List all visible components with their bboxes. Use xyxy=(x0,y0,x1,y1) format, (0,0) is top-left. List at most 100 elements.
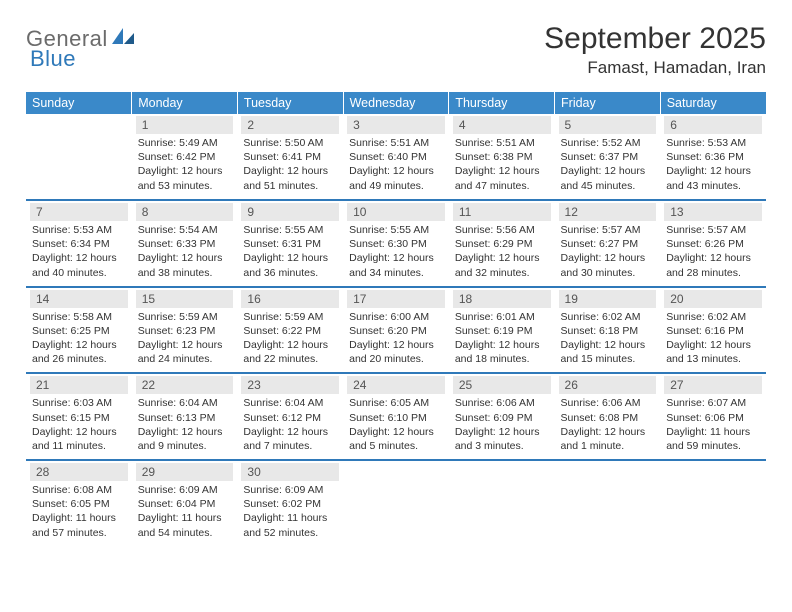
sun-info: Sunrise: 5:53 AMSunset: 6:34 PMDaylight:… xyxy=(30,223,128,280)
day-cell: 18 Sunrise: 6:01 AMSunset: 6:19 PMDayligh… xyxy=(449,287,555,374)
week-row: 28Sunrise: 6:08 AMSunset: 6:05 PMDayligh… xyxy=(26,460,766,546)
day-cell: 20Sunrise: 6:02 AMSunset: 6:16 PMDayligh… xyxy=(660,287,766,374)
day-cell: 9Sunrise: 5:55 AMSunset: 6:31 PMDaylight… xyxy=(237,200,343,287)
calendar-head: Sunday Monday Tuesday Wednesday Thursday… xyxy=(26,92,766,114)
daylight-text: Daylight: 12 hours and 1 minute. xyxy=(561,425,655,453)
sunset-text: Sunset: 6:02 PM xyxy=(243,497,337,511)
sunset-text: Sunset: 6:30 PM xyxy=(349,237,443,251)
sunrise-text: Sunrise: 6:08 AM xyxy=(32,483,126,497)
sun-info: Sunrise: 6:03 AMSunset: 6:15 PMDaylight:… xyxy=(30,396,128,453)
sunset-text: Sunset: 6:34 PM xyxy=(32,237,126,251)
day-number: 30 xyxy=(241,463,339,481)
day-cell xyxy=(343,460,449,546)
sun-info: Sunrise: 5:51 AMSunset: 6:40 PMDaylight:… xyxy=(347,136,445,193)
day-cell: 29Sunrise: 6:09 AMSunset: 6:04 PMDayligh… xyxy=(132,460,238,546)
day-number: 5 xyxy=(559,116,657,134)
daylight-text: Daylight: 12 hours and 53 minutes. xyxy=(138,164,232,192)
weekday-header: Sunday xyxy=(26,92,132,114)
sun-info: Sunrise: 5:51 AMSunset: 6:38 PMDaylight:… xyxy=(453,136,551,193)
sunset-text: Sunset: 6:41 PM xyxy=(243,150,337,164)
weekday-header: Monday xyxy=(132,92,238,114)
day-cell: 14Sunrise: 5:58 AMSunset: 6:25 PMDayligh… xyxy=(26,287,132,374)
daylight-text: Daylight: 12 hours and 28 minutes. xyxy=(666,251,760,279)
day-number: 16 xyxy=(241,290,339,308)
sunset-text: Sunset: 6:13 PM xyxy=(138,411,232,425)
calendar-table: Sunday Monday Tuesday Wednesday Thursday… xyxy=(26,92,766,546)
sunrise-text: Sunrise: 5:51 AM xyxy=(349,136,443,150)
daylight-text: Daylight: 12 hours and 7 minutes. xyxy=(243,425,337,453)
daylight-text: Daylight: 12 hours and 20 minutes. xyxy=(349,338,443,366)
day-number: 1 xyxy=(136,116,234,134)
day-number: 25 xyxy=(453,376,551,394)
day-cell: 17Sunrise: 6:00 AMSunset: 6:20 PMDayligh… xyxy=(343,287,449,374)
sun-info: Sunrise: 6:06 AMSunset: 6:09 PMDaylight:… xyxy=(453,396,551,453)
sunset-text: Sunset: 6:31 PM xyxy=(243,237,337,251)
daylight-text: Daylight: 12 hours and 47 minutes. xyxy=(455,164,549,192)
sunrise-text: Sunrise: 6:00 AM xyxy=(349,310,443,324)
sunset-text: Sunset: 6:25 PM xyxy=(32,324,126,338)
sunset-text: Sunset: 6:05 PM xyxy=(32,497,126,511)
sunrise-text: Sunrise: 5:59 AM xyxy=(138,310,232,324)
day-number: 8 xyxy=(136,203,234,221)
header: General Blue September 2025 Famast, Hama… xyxy=(26,22,766,78)
daylight-text: Daylight: 12 hours and 11 minutes. xyxy=(32,425,126,453)
day-number: 2 xyxy=(241,116,339,134)
page-title: September 2025 xyxy=(544,22,766,56)
sunrise-text: Sunrise: 5:53 AM xyxy=(32,223,126,237)
sun-info: Sunrise: 6:02 AMSunset: 6:18 PMDaylight:… xyxy=(559,310,657,367)
sunrise-text: Sunrise: 5:59 AM xyxy=(243,310,337,324)
sunrise-text: Sunrise: 6:07 AM xyxy=(666,396,760,410)
sunrise-text: Sunrise: 5:57 AM xyxy=(666,223,760,237)
sun-info: Sunrise: 5:55 AMSunset: 6:30 PMDaylight:… xyxy=(347,223,445,280)
week-row: 14Sunrise: 5:58 AMSunset: 6:25 PMDayligh… xyxy=(26,287,766,374)
daylight-text: Daylight: 12 hours and 18 minutes. xyxy=(455,338,549,366)
daylight-text: Daylight: 12 hours and 13 minutes. xyxy=(666,338,760,366)
sunrise-text: Sunrise: 6:09 AM xyxy=(138,483,232,497)
sunrise-text: Sunrise: 6:01 AM xyxy=(455,310,549,324)
sunset-text: Sunset: 6:04 PM xyxy=(138,497,232,511)
daylight-text: Daylight: 12 hours and 34 minutes. xyxy=(349,251,443,279)
daylight-text: Daylight: 11 hours and 59 minutes. xyxy=(666,425,760,453)
day-cell: 12Sunrise: 5:57 AMSunset: 6:27 PMDayligh… xyxy=(555,200,661,287)
sunset-text: Sunset: 6:37 PM xyxy=(561,150,655,164)
sunset-text: Sunset: 6:42 PM xyxy=(138,150,232,164)
day-number: 13 xyxy=(664,203,762,221)
week-row: 7Sunrise: 5:53 AMSunset: 6:34 PMDaylight… xyxy=(26,200,766,287)
day-number: 4 xyxy=(453,116,551,134)
sun-info: Sunrise: 6:04 AMSunset: 6:12 PMDaylight:… xyxy=(241,396,339,453)
sun-info: Sunrise: 6:07 AMSunset: 6:06 PMDaylight:… xyxy=(664,396,762,453)
day-number: 21 xyxy=(30,376,128,394)
sunrise-text: Sunrise: 5:51 AM xyxy=(455,136,549,150)
sunrise-text: Sunrise: 6:06 AM xyxy=(561,396,655,410)
sunset-text: Sunset: 6:20 PM xyxy=(349,324,443,338)
location: Famast, Hamadan, Iran xyxy=(544,58,766,78)
day-cell xyxy=(26,114,132,200)
day-cell: 25 Sunrise: 6:06 AMSunset: 6:09 PMDayligh… xyxy=(449,373,555,460)
day-cell: 10Sunrise: 5:55 AMSunset: 6:30 PMDayligh… xyxy=(343,200,449,287)
sun-info: Sunrise: 5:50 AMSunset: 6:41 PMDaylight:… xyxy=(241,136,339,193)
sunrise-text: Sunrise: 5:53 AM xyxy=(666,136,760,150)
sunrise-text: Sunrise: 5:49 AM xyxy=(138,136,232,150)
day-cell: 5Sunrise: 5:52 AMSunset: 6:37 PMDaylight… xyxy=(555,114,661,200)
sun-info: Sunrise: 5:56 AMSunset: 6:29 PMDaylight:… xyxy=(453,223,551,280)
sunrise-text: Sunrise: 6:02 AM xyxy=(561,310,655,324)
sunset-text: Sunset: 6:26 PM xyxy=(666,237,760,251)
day-number: 29 xyxy=(136,463,234,481)
daylight-text: Daylight: 12 hours and 40 minutes. xyxy=(32,251,126,279)
sail-icon xyxy=(112,28,134,51)
day-cell: 2 Sunrise: 5:50 AMSunset: 6:41 PMDaylight… xyxy=(237,114,343,200)
day-number: 18 xyxy=(453,290,551,308)
sunset-text: Sunset: 6:19 PM xyxy=(455,324,549,338)
sunrise-text: Sunrise: 6:05 AM xyxy=(349,396,443,410)
sun-info: Sunrise: 6:01 AMSunset: 6:19 PMDaylight:… xyxy=(453,310,551,367)
daylight-text: Daylight: 12 hours and 45 minutes. xyxy=(561,164,655,192)
sun-info: Sunrise: 5:49 AMSunset: 6:42 PMDaylight:… xyxy=(136,136,234,193)
title-block: September 2025 Famast, Hamadan, Iran xyxy=(544,22,766,78)
day-number: 28 xyxy=(30,463,128,481)
daylight-text: Daylight: 12 hours and 15 minutes. xyxy=(561,338,655,366)
logo-text-blue: Blue xyxy=(30,46,76,72)
sun-info: Sunrise: 5:59 AMSunset: 6:22 PMDaylight:… xyxy=(241,310,339,367)
weekday-header: Wednesday xyxy=(343,92,449,114)
day-cell: 24Sunrise: 6:05 AMSunset: 6:10 PMDayligh… xyxy=(343,373,449,460)
sunset-text: Sunset: 6:27 PM xyxy=(561,237,655,251)
